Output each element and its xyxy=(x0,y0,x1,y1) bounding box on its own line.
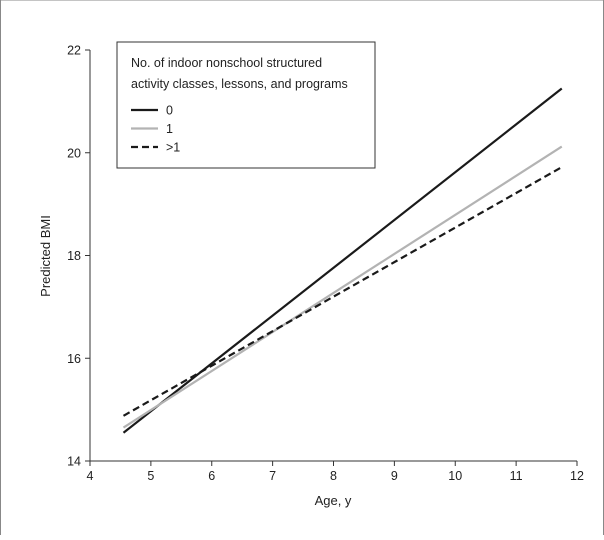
series-lines xyxy=(122,87,563,434)
y-tick-label: 14 xyxy=(67,455,81,469)
legend-title-line-1: No. of indoor nonschool structured xyxy=(131,56,322,70)
y-tick-label: 18 xyxy=(67,249,81,263)
y-axis-title: Predicted BMI xyxy=(38,215,53,297)
x-tick-label: 5 xyxy=(147,469,154,483)
legend: No. of indoor nonschool structured activ… xyxy=(116,41,376,169)
legend-label: >1 xyxy=(166,141,180,155)
x-tick-label: 4 xyxy=(87,469,94,483)
x-tick-label: 9 xyxy=(391,469,398,483)
legend-label: 1 xyxy=(166,122,173,136)
legend-items: 0 1 >1 xyxy=(131,104,180,155)
legend-title-line-2: activity classes, lessons, and programs xyxy=(131,77,348,91)
y-tick-label: 20 xyxy=(67,146,81,160)
x-tick-label: 6 xyxy=(208,469,215,483)
y-tick-label: 22 xyxy=(67,44,81,58)
legend-label: 0 xyxy=(166,104,173,118)
legend-box xyxy=(116,41,376,169)
x-tick-label: 11 xyxy=(510,469,523,483)
series-line xyxy=(122,145,563,429)
series-line xyxy=(122,166,563,417)
x-axis-title: Age, y xyxy=(315,493,352,508)
y-tick-label: 16 xyxy=(67,352,81,366)
x-tick-label: 12 xyxy=(570,469,584,483)
x-tick-label: 10 xyxy=(448,469,462,483)
x-tick-label: 7 xyxy=(269,469,276,483)
x-tick-label: 8 xyxy=(330,469,337,483)
